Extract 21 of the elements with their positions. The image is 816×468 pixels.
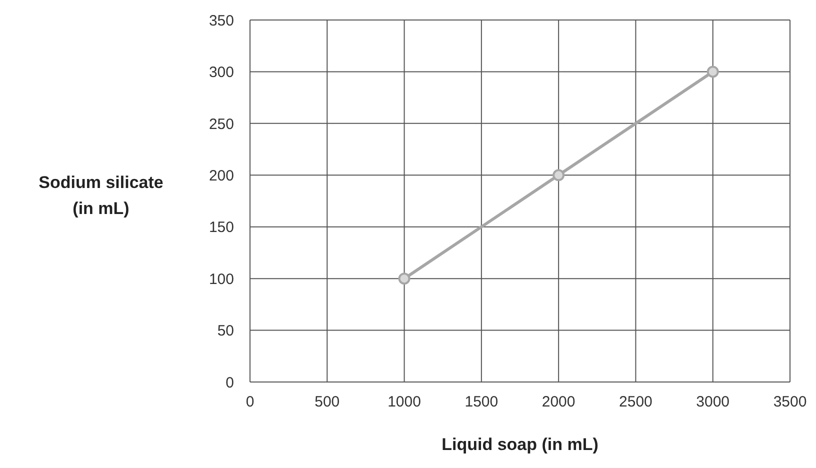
y-tick-label: 200 xyxy=(208,167,234,184)
point xyxy=(552,169,565,182)
x-tick-label: 2500 xyxy=(619,394,652,411)
y-tick-label: 50 xyxy=(217,322,234,340)
x-tick-label: 3500 xyxy=(773,394,807,411)
x-tick-label: 1000 xyxy=(388,394,421,411)
point xyxy=(398,272,410,285)
y-tick-label: 0 xyxy=(226,374,234,392)
x-tick-label: 3000 xyxy=(696,394,730,411)
y-tick-label: 350 xyxy=(208,12,234,30)
point xyxy=(706,66,719,78)
y-tick-label: 300 xyxy=(208,64,234,82)
y-axis-title: Sodium silicate (in mL) xyxy=(38,172,164,220)
y-tick-label: 100 xyxy=(208,270,234,288)
x-axis-title: Liquid soap (in mL) xyxy=(442,435,598,454)
y-tick-label: 150 xyxy=(208,219,234,236)
x-tick-label: 2000 xyxy=(542,394,576,411)
y-tick-label: 250 xyxy=(208,116,234,133)
x-tick-label: 0 xyxy=(246,394,254,411)
x-tick-label: 500 xyxy=(314,394,340,411)
x-tick-label: 1500 xyxy=(464,394,498,411)
